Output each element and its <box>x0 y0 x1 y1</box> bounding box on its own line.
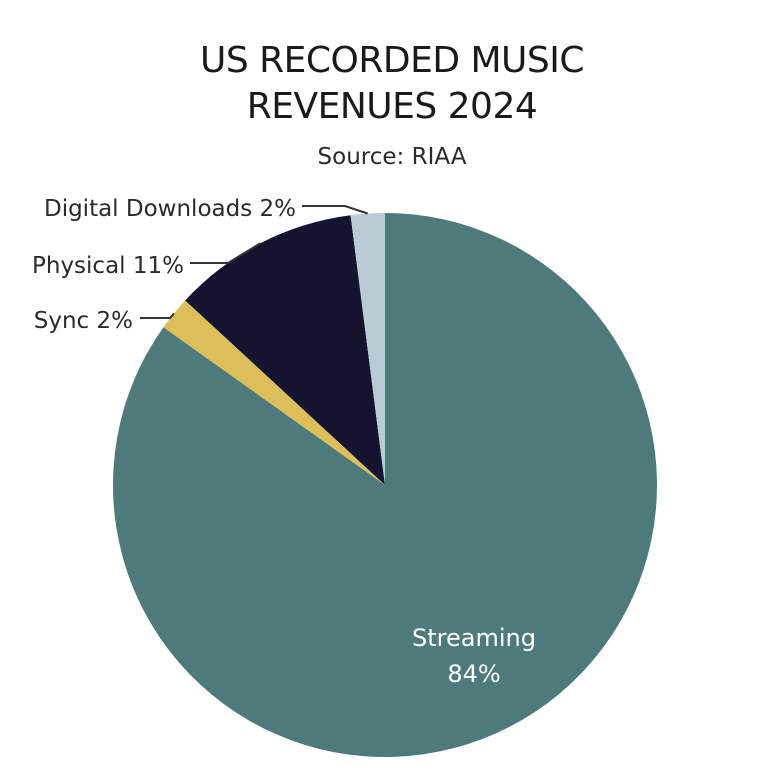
slice-label-digital-downloads: Digital Downloads 2% <box>44 196 296 222</box>
slice-label-physical: Physical 11% <box>32 253 184 279</box>
pie-slice-sync <box>163 300 385 485</box>
label-leader-lines <box>140 205 369 319</box>
leader-line-sync <box>140 312 175 319</box>
pie-slice-digital-downloads <box>350 213 385 485</box>
leader-line-physical <box>190 242 261 264</box>
chart-title-line-1: US RECORDED MUSIC <box>199 40 585 81</box>
pie-slices <box>113 213 658 757</box>
slice-label-sync: Sync 2% <box>34 308 133 334</box>
pie-slice-streaming <box>113 213 658 757</box>
pie-slice-physical <box>185 215 385 485</box>
chart-title-line-2: REVENUES 2024 <box>246 86 538 127</box>
leader-line-digital-downloads <box>302 205 369 215</box>
chart-subtitle: Source: RIAA <box>317 144 467 170</box>
slice-label-streaming-value: 84% <box>447 660 500 688</box>
slice-label-streaming-name: Streaming <box>412 624 536 652</box>
